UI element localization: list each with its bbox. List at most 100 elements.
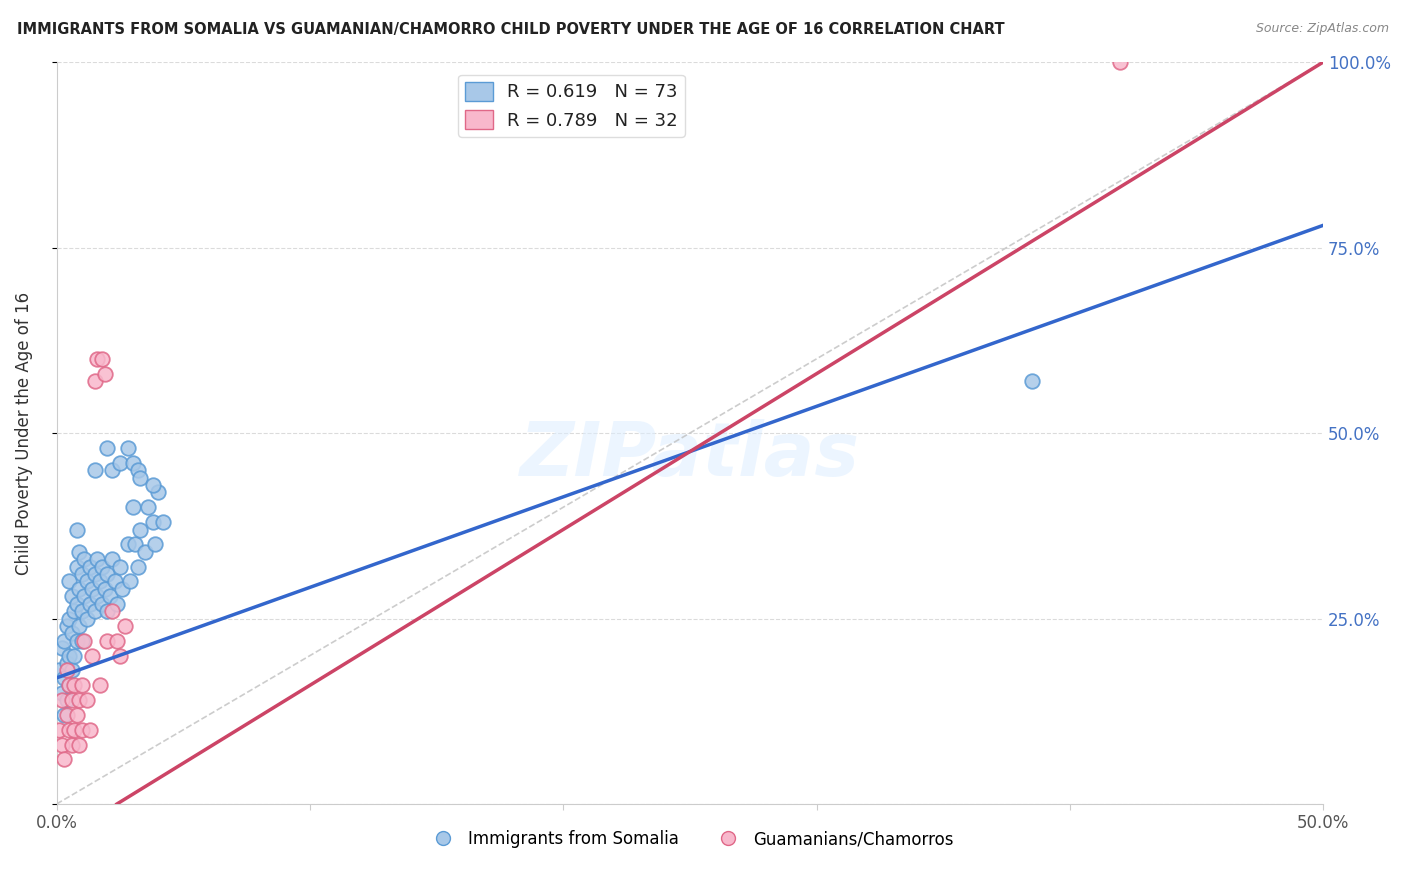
Legend: R = 0.619   N = 73, R = 0.789   N = 32: R = 0.619 N = 73, R = 0.789 N = 32 xyxy=(458,75,685,137)
Point xyxy=(136,500,159,515)
Point xyxy=(55,693,77,707)
Point xyxy=(53,708,76,723)
Point xyxy=(86,552,108,566)
Point xyxy=(111,582,134,596)
Point xyxy=(1109,55,1132,70)
Point xyxy=(58,678,80,692)
Point xyxy=(104,574,127,589)
Point xyxy=(67,545,90,559)
Point xyxy=(142,478,165,492)
Point xyxy=(53,671,76,685)
Point xyxy=(83,463,105,477)
Point xyxy=(63,604,86,618)
Point xyxy=(86,589,108,603)
Point xyxy=(60,693,83,707)
Point xyxy=(89,678,111,692)
Point xyxy=(70,567,93,582)
Point xyxy=(51,738,73,752)
Point xyxy=(58,574,80,589)
Point xyxy=(1021,374,1043,388)
Point xyxy=(83,604,105,618)
Point xyxy=(117,441,139,455)
Point xyxy=(96,567,118,582)
Point xyxy=(108,456,131,470)
Point xyxy=(127,559,149,574)
Point xyxy=(51,686,73,700)
Point xyxy=(121,500,143,515)
Point xyxy=(70,678,93,692)
Point xyxy=(60,738,83,752)
Point xyxy=(76,574,98,589)
Point xyxy=(76,611,98,625)
Point xyxy=(48,664,70,678)
Point xyxy=(60,589,83,603)
Point xyxy=(51,641,73,656)
Point xyxy=(83,374,105,388)
Point xyxy=(58,648,80,663)
Point xyxy=(101,552,124,566)
Point xyxy=(67,619,90,633)
Point xyxy=(79,723,101,737)
Point xyxy=(55,619,77,633)
Point xyxy=(55,708,77,723)
Point xyxy=(96,633,118,648)
Point xyxy=(63,723,86,737)
Text: ZIPatlas: ZIPatlas xyxy=(520,419,860,491)
Point xyxy=(80,648,103,663)
Point xyxy=(67,693,90,707)
Point xyxy=(79,597,101,611)
Point xyxy=(76,693,98,707)
Point xyxy=(67,582,90,596)
Point xyxy=(120,574,142,589)
Point xyxy=(114,619,136,633)
Point xyxy=(134,545,156,559)
Point xyxy=(79,559,101,574)
Text: Source: ZipAtlas.com: Source: ZipAtlas.com xyxy=(1256,22,1389,36)
Point xyxy=(91,597,114,611)
Point xyxy=(66,708,89,723)
Point xyxy=(70,604,93,618)
Point xyxy=(117,537,139,551)
Point xyxy=(93,582,115,596)
Point xyxy=(66,523,89,537)
Point xyxy=(66,633,89,648)
Point xyxy=(73,633,96,648)
Point xyxy=(93,367,115,381)
Point xyxy=(108,559,131,574)
Point xyxy=(83,567,105,582)
Point xyxy=(70,723,93,737)
Point xyxy=(121,456,143,470)
Point xyxy=(66,597,89,611)
Point xyxy=(60,626,83,640)
Point xyxy=(51,693,73,707)
Point xyxy=(66,559,89,574)
Point xyxy=(91,559,114,574)
Point xyxy=(86,351,108,366)
Point xyxy=(63,678,86,692)
Point xyxy=(73,552,96,566)
Point xyxy=(53,633,76,648)
Point xyxy=(124,537,146,551)
Point xyxy=(70,633,93,648)
Point xyxy=(145,537,167,551)
Point xyxy=(101,463,124,477)
Point xyxy=(129,470,152,484)
Point xyxy=(60,664,83,678)
Point xyxy=(58,678,80,692)
Point xyxy=(89,574,111,589)
Point xyxy=(96,441,118,455)
Point xyxy=(101,604,124,618)
Point xyxy=(146,485,169,500)
Point xyxy=(96,604,118,618)
Point xyxy=(108,648,131,663)
Point xyxy=(58,611,80,625)
Point xyxy=(127,463,149,477)
Point xyxy=(55,656,77,670)
Point xyxy=(55,664,77,678)
Point xyxy=(48,723,70,737)
Point xyxy=(80,582,103,596)
Point xyxy=(152,515,174,529)
Point xyxy=(98,589,121,603)
Point xyxy=(58,723,80,737)
Point xyxy=(91,351,114,366)
